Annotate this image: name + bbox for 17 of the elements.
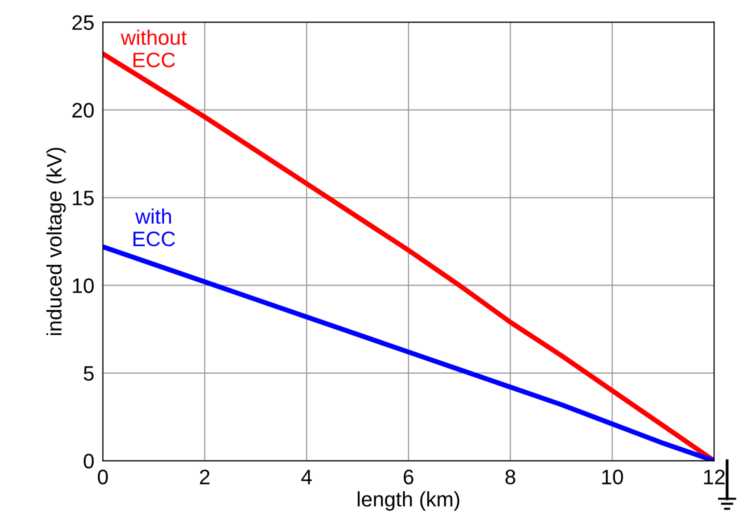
y-tick-label: 20 xyxy=(72,102,94,118)
x-tick-label: 2 xyxy=(200,470,210,484)
y-tick-label: 5 xyxy=(84,366,94,381)
x-tick-label: 6 xyxy=(404,470,414,484)
series-label: with ECC xyxy=(134,208,175,246)
y-axis-title: induced voltage (kV) xyxy=(46,148,66,336)
y-tick-label: 0 xyxy=(84,454,94,469)
y-tick-label: 25 xyxy=(72,15,94,30)
x-tick-label: 4 xyxy=(301,470,312,484)
x-tick-label: 0 xyxy=(98,470,108,484)
x-tick-label: 8 xyxy=(505,470,516,484)
y-tick-label: 10 xyxy=(72,278,94,294)
x-tick-label: 12 xyxy=(704,470,725,484)
y-tick-label: 15 xyxy=(72,190,94,206)
x-axis-title: length (km) xyxy=(358,491,460,511)
series-label: without ECC xyxy=(120,30,187,68)
x-tick-label: 10 xyxy=(602,470,623,484)
